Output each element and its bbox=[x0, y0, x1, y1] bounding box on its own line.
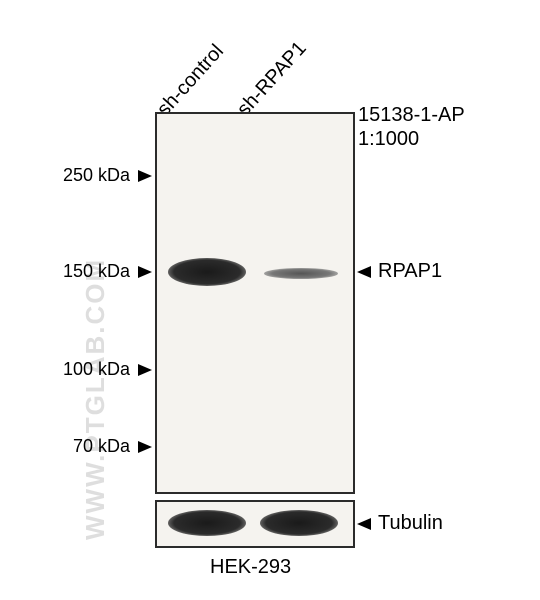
mw-150-arrow bbox=[138, 266, 152, 278]
mw-100-arrow bbox=[138, 364, 152, 376]
blot-figure: WWW.PTGLAB.COM sh-control sh-RPAP1 15138… bbox=[0, 0, 540, 600]
lane-label-control: sh-control bbox=[153, 40, 229, 121]
cell-line-label: HEK-293 bbox=[210, 556, 291, 579]
mw-250-arrow bbox=[138, 170, 152, 182]
tubulin-arrow bbox=[357, 518, 371, 530]
membrane-main bbox=[155, 112, 355, 494]
mw-150: 150 kDa bbox=[40, 261, 130, 282]
watermark: WWW.PTGLAB.COM bbox=[80, 258, 111, 540]
band-rpap1-control bbox=[168, 258, 246, 286]
mw-70-arrow bbox=[138, 441, 152, 453]
tubulin-label: Tubulin bbox=[378, 512, 443, 535]
mw-70: 70 kDa bbox=[40, 436, 130, 457]
rpap1-label: RPAP1 bbox=[378, 260, 442, 283]
mw-250: 250 kDa bbox=[40, 165, 130, 186]
rpap1-arrow bbox=[357, 266, 371, 278]
antibody-catalog: 15138-1-AP bbox=[358, 104, 465, 127]
band-tubulin-control bbox=[168, 510, 246, 536]
lane-label-shrpap1: sh-RPAP1 bbox=[233, 37, 312, 121]
band-tubulin-kd bbox=[260, 510, 338, 536]
antibody-dilution: 1:1000 bbox=[358, 128, 419, 151]
band-rpap1-kd bbox=[264, 268, 338, 279]
mw-100: 100 kDa bbox=[40, 359, 130, 380]
